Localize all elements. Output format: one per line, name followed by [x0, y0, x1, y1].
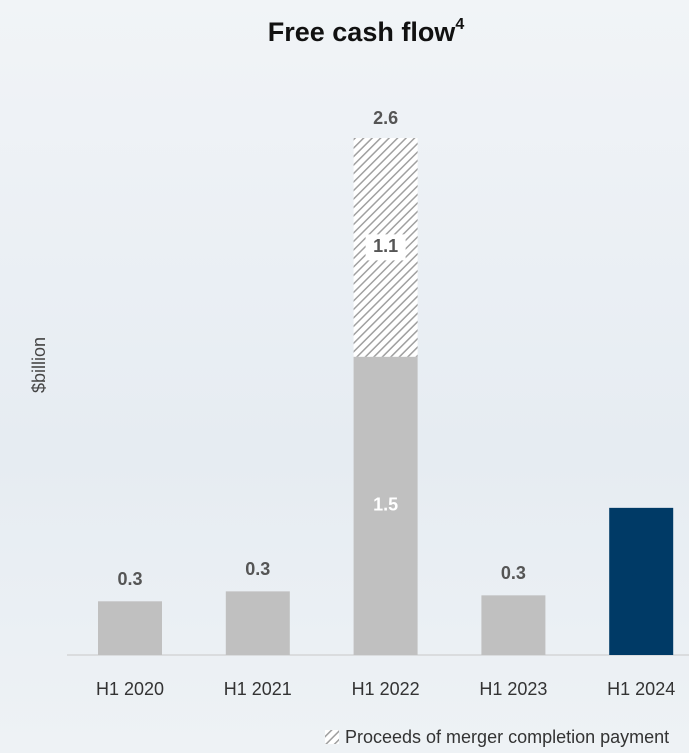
data-label: 1.1	[373, 236, 398, 256]
title-text: Free cash flow	[268, 17, 457, 47]
legend-swatch	[325, 730, 339, 744]
bar-segment	[98, 601, 162, 655]
bar-segment	[353, 356, 418, 655]
data-label: 0.3	[245, 559, 270, 579]
x-tick-label: H1 2020	[96, 679, 164, 699]
data-label: 0.3	[117, 569, 142, 589]
chart-title: Free cash flow4	[268, 16, 465, 47]
y-axis-label: $billion	[29, 337, 49, 393]
data-label: 0.3	[501, 563, 526, 583]
x-tick-label: H1 2022	[352, 679, 420, 699]
legend-label: Proceeds of merger completion payment	[345, 727, 669, 747]
bar-segment	[609, 507, 674, 655]
x-tick-label: H1 2023	[479, 679, 547, 699]
title-superscript: 4	[455, 16, 464, 33]
label-backdrop	[365, 234, 406, 261]
bar-segment	[481, 595, 546, 655]
bar-segment	[225, 591, 290, 655]
data-label: 1.5	[373, 495, 398, 515]
data-label: 0.7	[629, 570, 654, 590]
x-tick-label: H1 2024	[607, 679, 675, 699]
total-label: 2.6	[373, 108, 398, 128]
x-tick-label: H1 2021	[224, 679, 292, 699]
